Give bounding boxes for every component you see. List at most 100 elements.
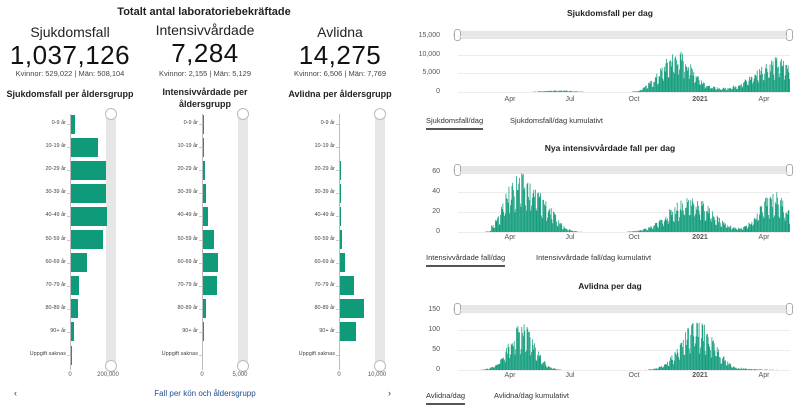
daily-bar [699,214,701,232]
age-bar[interactable] [340,322,356,342]
age-bar[interactable] [203,299,207,319]
tab-cumulative[interactable]: Intensivvårdade fall/dag kumulativt [536,253,652,262]
footer-link[interactable]: Fall per kön och åldersgrupp [154,389,256,398]
range-slider-track[interactable] [453,305,793,313]
age-bar[interactable] [71,137,98,157]
age-bar[interactable] [71,299,79,319]
age-bar[interactable] [340,206,341,226]
age-bar[interactable] [203,276,217,296]
daily-bar [569,229,571,232]
daily-bar [654,77,656,92]
age-bar[interactable] [71,322,74,342]
range-slider-end[interactable] [786,303,793,315]
daily-bar [689,353,691,370]
daily-bar [763,80,765,92]
x-axis-tick: Apr [758,372,770,379]
daily-bar [713,343,715,370]
tab-daily[interactable]: Sjukdomsfall/dag [426,116,484,130]
daily-bar [691,69,693,92]
daily-bar [525,350,527,370]
daily-bar [561,223,563,232]
daily-bar [699,353,701,370]
range-slider-start[interactable] [454,303,461,315]
daily-bar [557,226,559,232]
age-bar[interactable] [340,230,342,249]
age-scroll-track[interactable] [238,112,248,368]
age-bar[interactable] [340,276,355,296]
age-scroll-bottom-knob[interactable] [237,360,249,372]
age-bar[interactable] [71,206,108,226]
age-bar[interactable] [203,160,205,180]
range-slider-track[interactable] [453,166,793,174]
daily-bar [750,369,751,370]
age-category-tick [67,285,70,287]
daily-bar [492,366,494,370]
tab-daily[interactable]: Avlidna/dag [426,391,466,405]
age-scroll-top-knob[interactable] [374,108,386,120]
daily-bar [538,91,540,92]
age-bar[interactable] [71,253,88,273]
daily-bar [779,73,781,92]
age-bar[interactable] [340,253,345,273]
daily-bar [750,79,751,92]
tab-cumulative[interactable]: Sjukdomsfall/dag kumulativt [510,116,603,125]
daily-bar [681,342,683,370]
daily-bar [544,206,546,232]
age-bar[interactable] [203,230,215,249]
tab-cumulative[interactable]: Avlidna/dag kumulativt [494,391,569,400]
daily-bar [718,349,720,370]
range-slider-start[interactable] [454,164,461,176]
daily-bar [653,368,655,370]
x-axis-tick: Jul [565,372,575,379]
daily-bar [643,87,645,92]
age-bar[interactable] [203,137,204,157]
age-bar[interactable] [71,114,76,134]
daily-bar [503,211,505,232]
range-slider-start[interactable] [454,29,461,41]
range-slider-track[interactable] [453,31,793,39]
daily-bar [540,354,541,370]
age-bar[interactable] [71,183,107,203]
age-bar[interactable] [203,183,206,203]
age-scroll-bottom-knob[interactable] [374,360,386,372]
range-slider-end[interactable] [786,164,793,176]
tab-daily[interactable]: Intensivvårdade fall/dag [426,253,506,267]
daily-bar [667,77,669,92]
daily-bar [660,366,662,370]
age-bar[interactable] [71,230,104,249]
daily-bar [716,89,717,92]
age-scroll-track[interactable] [375,112,385,368]
age-bar[interactable] [71,276,79,296]
daily-bar [765,198,766,232]
daily-bar [771,199,772,232]
age-category-label: 80-89 år [314,304,336,311]
age-scroll-bottom-knob[interactable] [105,360,117,372]
daily-bar [696,209,698,232]
daily-bar [568,230,569,232]
range-slider-end[interactable] [786,29,793,41]
daily-bar [728,227,730,232]
daily-bar [555,214,557,232]
age-bar[interactable] [203,253,219,273]
age-bar[interactable] [71,160,107,180]
next-arrow[interactable]: › [388,388,391,398]
daily-bar [513,341,515,370]
daily-bar [655,368,657,370]
age-scroll-top-knob[interactable] [105,108,117,120]
x-axis-tick: Jul [565,96,575,103]
age-bar[interactable] [340,299,364,319]
age-bar[interactable] [203,206,209,226]
daily-bar [645,85,646,92]
daily-bar [538,356,540,370]
daily-bar [670,209,672,232]
age-scroll-track[interactable] [106,112,116,368]
daily-bar [746,81,747,92]
daily-bar [745,368,747,370]
age-scroll-top-knob[interactable] [237,108,249,120]
daily-bar [731,89,733,92]
daily-bar [574,231,575,232]
prev-arrow[interactable]: ‹ [14,388,17,398]
daily-bar [688,348,690,370]
age-category-label: 70-79 år [177,281,199,288]
daily-bar [753,219,755,232]
